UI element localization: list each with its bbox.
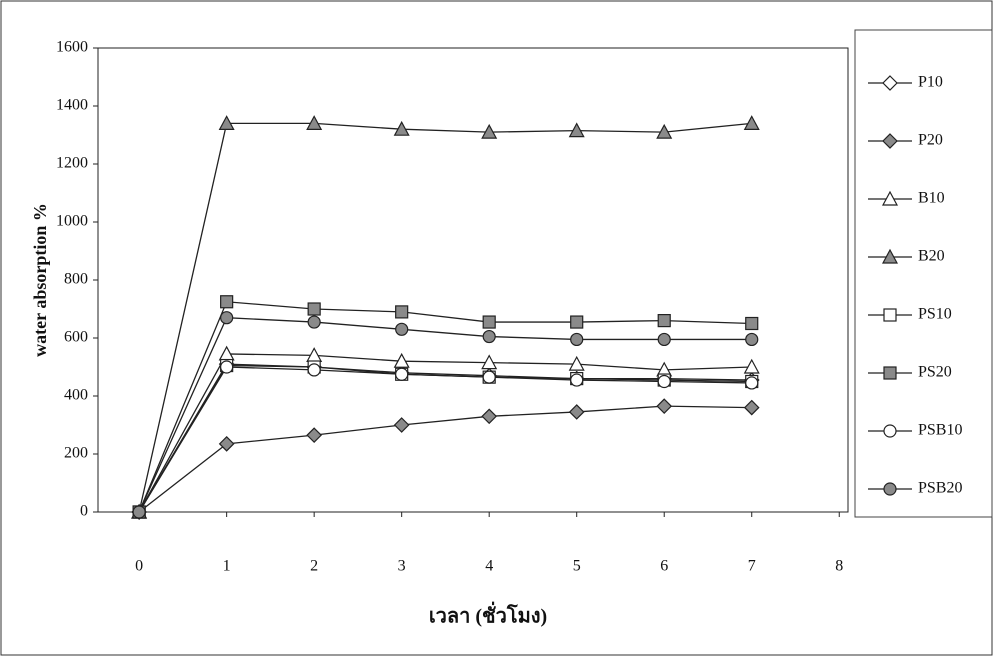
y-tick-label: 600 <box>64 329 88 346</box>
legend-label: PS10 <box>918 306 952 323</box>
legend-label: B20 <box>918 248 945 265</box>
legend-label: B10 <box>918 190 945 207</box>
legend-box <box>855 30 992 517</box>
y-tick-label: 1200 <box>56 155 88 172</box>
marker <box>396 368 408 380</box>
x-axis-label: เวลา (ชั่วโมง) <box>429 601 547 628</box>
legend-label: PS20 <box>918 364 952 381</box>
marker <box>658 333 670 345</box>
marker <box>884 309 896 321</box>
x-tick-label: 2 <box>310 558 318 575</box>
marker <box>483 331 495 343</box>
marker <box>658 315 670 327</box>
marker <box>221 312 233 324</box>
y-tick-label: 200 <box>64 445 88 462</box>
marker <box>884 367 896 379</box>
y-tick-label: 1000 <box>56 213 88 230</box>
legend-label: PSB10 <box>918 422 962 439</box>
marker <box>884 425 896 437</box>
chart-frame <box>1 1 992 655</box>
y-axis-label: water absorption % <box>30 203 50 357</box>
marker <box>221 296 233 308</box>
x-tick-label: 5 <box>573 558 581 575</box>
legend-label: PSB20 <box>918 480 962 497</box>
marker <box>308 303 320 315</box>
marker <box>308 316 320 328</box>
marker <box>133 506 145 518</box>
marker <box>396 323 408 335</box>
marker <box>658 376 670 388</box>
x-tick-label: 0 <box>135 558 143 575</box>
marker <box>571 374 583 386</box>
marker <box>483 371 495 383</box>
marker <box>746 377 758 389</box>
y-tick-label: 1600 <box>56 39 88 56</box>
chart: water absorption % เวลา (ชั่วโมง) 020040… <box>0 0 993 656</box>
legend-label: P20 <box>918 132 943 149</box>
y-tick-label: 800 <box>64 271 88 288</box>
marker <box>746 333 758 345</box>
x-tick-label: 7 <box>748 558 756 575</box>
marker <box>483 316 495 328</box>
x-tick-label: 1 <box>223 558 231 575</box>
marker <box>884 483 896 495</box>
marker <box>308 364 320 376</box>
y-tick-label: 1400 <box>56 97 88 114</box>
y-tick-label: 0 <box>80 503 88 520</box>
x-tick-label: 8 <box>835 558 843 575</box>
marker <box>571 316 583 328</box>
marker <box>571 333 583 345</box>
x-tick-label: 4 <box>485 558 493 575</box>
marker <box>396 306 408 318</box>
y-tick-label: 400 <box>64 387 88 404</box>
marker <box>746 318 758 330</box>
legend-label: P10 <box>918 74 943 91</box>
marker <box>221 361 233 373</box>
x-tick-label: 6 <box>660 558 668 575</box>
x-tick-label: 3 <box>398 558 406 575</box>
